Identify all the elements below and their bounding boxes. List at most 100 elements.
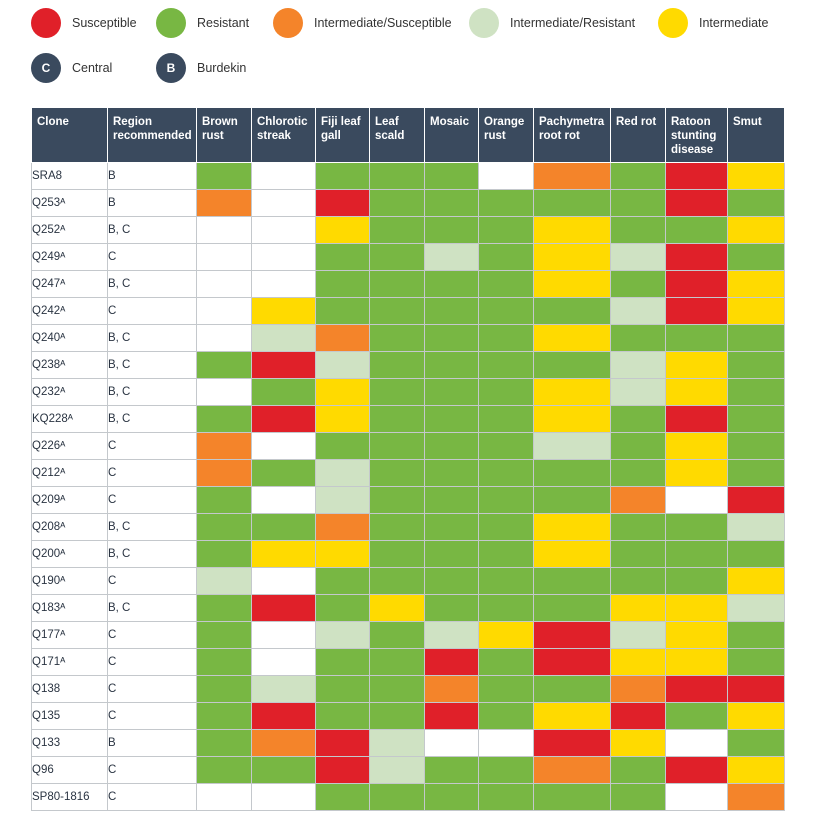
rating-cell [610, 675, 666, 703]
rating-cell [424, 432, 479, 460]
table-row: Q232ᴬ B, C [31, 378, 785, 406]
rating-cell [533, 702, 611, 730]
table-row: Q209ᴬ C [31, 486, 785, 514]
rating-cell [727, 675, 785, 703]
rating-cell [478, 702, 534, 730]
rating-cell [315, 243, 370, 271]
rating-cell [369, 594, 425, 622]
rating-cell [196, 351, 252, 379]
table-row: Q253ᴬ B [31, 189, 785, 217]
rating-cell [251, 486, 316, 514]
region-cell: C [107, 675, 197, 703]
rating-cell [315, 378, 370, 406]
clone-cell: Q190ᴬ [31, 567, 108, 595]
column-header: Clone [31, 107, 108, 163]
rating-cell [369, 162, 425, 190]
rating-cell [196, 729, 252, 757]
rating-cell [665, 729, 728, 757]
rating-cell [478, 513, 534, 541]
table-row: KQ228ᴬ B, C [31, 405, 785, 433]
rating-cell [251, 351, 316, 379]
rating-cell [251, 621, 316, 649]
rating-cell [610, 729, 666, 757]
rating-cell [251, 297, 316, 325]
rating-cell [251, 405, 316, 433]
region-cell: B, C [107, 594, 197, 622]
clone-cell: Q96 [31, 756, 108, 784]
region-cell: B, C [107, 324, 197, 352]
rating-cell [727, 243, 785, 271]
rating-cell [369, 756, 425, 784]
region-cell: B, C [107, 513, 197, 541]
rating-cell [369, 648, 425, 676]
rating-cell [610, 405, 666, 433]
region-cell: C [107, 783, 197, 811]
rating-cell [727, 162, 785, 190]
rating-cell [533, 351, 611, 379]
rating-cell [665, 216, 728, 244]
rating-cell [369, 351, 425, 379]
rating-cell [478, 351, 534, 379]
rating-cell [424, 513, 479, 541]
table-row: Q96 C [31, 756, 785, 784]
rating-cell [727, 432, 785, 460]
region-cell: B, C [107, 270, 197, 298]
region-cell: C [107, 297, 197, 325]
rating-cell [478, 729, 534, 757]
rating-cell [196, 297, 252, 325]
rating-cell [424, 189, 479, 217]
region-cell: C [107, 648, 197, 676]
region-cell: B, C [107, 378, 197, 406]
rating-cell [533, 567, 611, 595]
rating-cell [665, 324, 728, 352]
legend-label: Central [72, 61, 113, 75]
column-header: Mosaic [424, 107, 479, 163]
rating-cell [727, 270, 785, 298]
rating-cell [665, 702, 728, 730]
rating-cell [665, 675, 728, 703]
rating-cell [478, 783, 534, 811]
rating-cell [369, 675, 425, 703]
rating-cell [533, 783, 611, 811]
clone-cell: Q253ᴬ [31, 189, 108, 217]
rating-cell [251, 702, 316, 730]
rating-cell [369, 459, 425, 487]
clone-cell: Q238ᴬ [31, 351, 108, 379]
rating-cell [424, 243, 479, 271]
rating-cell [533, 675, 611, 703]
rating-cell [478, 243, 534, 271]
rating-cell [533, 216, 611, 244]
rating-cell [196, 783, 252, 811]
rating-cell [369, 270, 425, 298]
rating-cell [665, 783, 728, 811]
rating-cell [665, 378, 728, 406]
rating-cell [665, 540, 728, 568]
rating-cell [610, 432, 666, 460]
rating-cell [424, 486, 479, 514]
rating-cell [610, 648, 666, 676]
rating-cell [727, 189, 785, 217]
region-cell: C [107, 432, 197, 460]
rating-cell [196, 594, 252, 622]
rating-cell [727, 459, 785, 487]
rating-cell [196, 162, 252, 190]
rating-cell [727, 324, 785, 352]
clone-cell: Q247ᴬ [31, 270, 108, 298]
legend-label: Intermediate/Resistant [510, 16, 636, 30]
rating-cell [665, 162, 728, 190]
rating-cell [369, 702, 425, 730]
rating-cell [315, 675, 370, 703]
rating-cell [533, 648, 611, 676]
clone-cell: Q212ᴬ [31, 459, 108, 487]
rating-cell [727, 783, 785, 811]
clone-cell: Q209ᴬ [31, 486, 108, 514]
legend-label: Intermediate [699, 16, 769, 30]
rating-cell [478, 216, 534, 244]
rating-cell [315, 513, 370, 541]
rating-cell [610, 513, 666, 541]
rating-cell [424, 540, 479, 568]
rating-cell [424, 378, 479, 406]
rating-cell [533, 297, 611, 325]
rating-cell [478, 405, 534, 433]
rating-cell [196, 405, 252, 433]
